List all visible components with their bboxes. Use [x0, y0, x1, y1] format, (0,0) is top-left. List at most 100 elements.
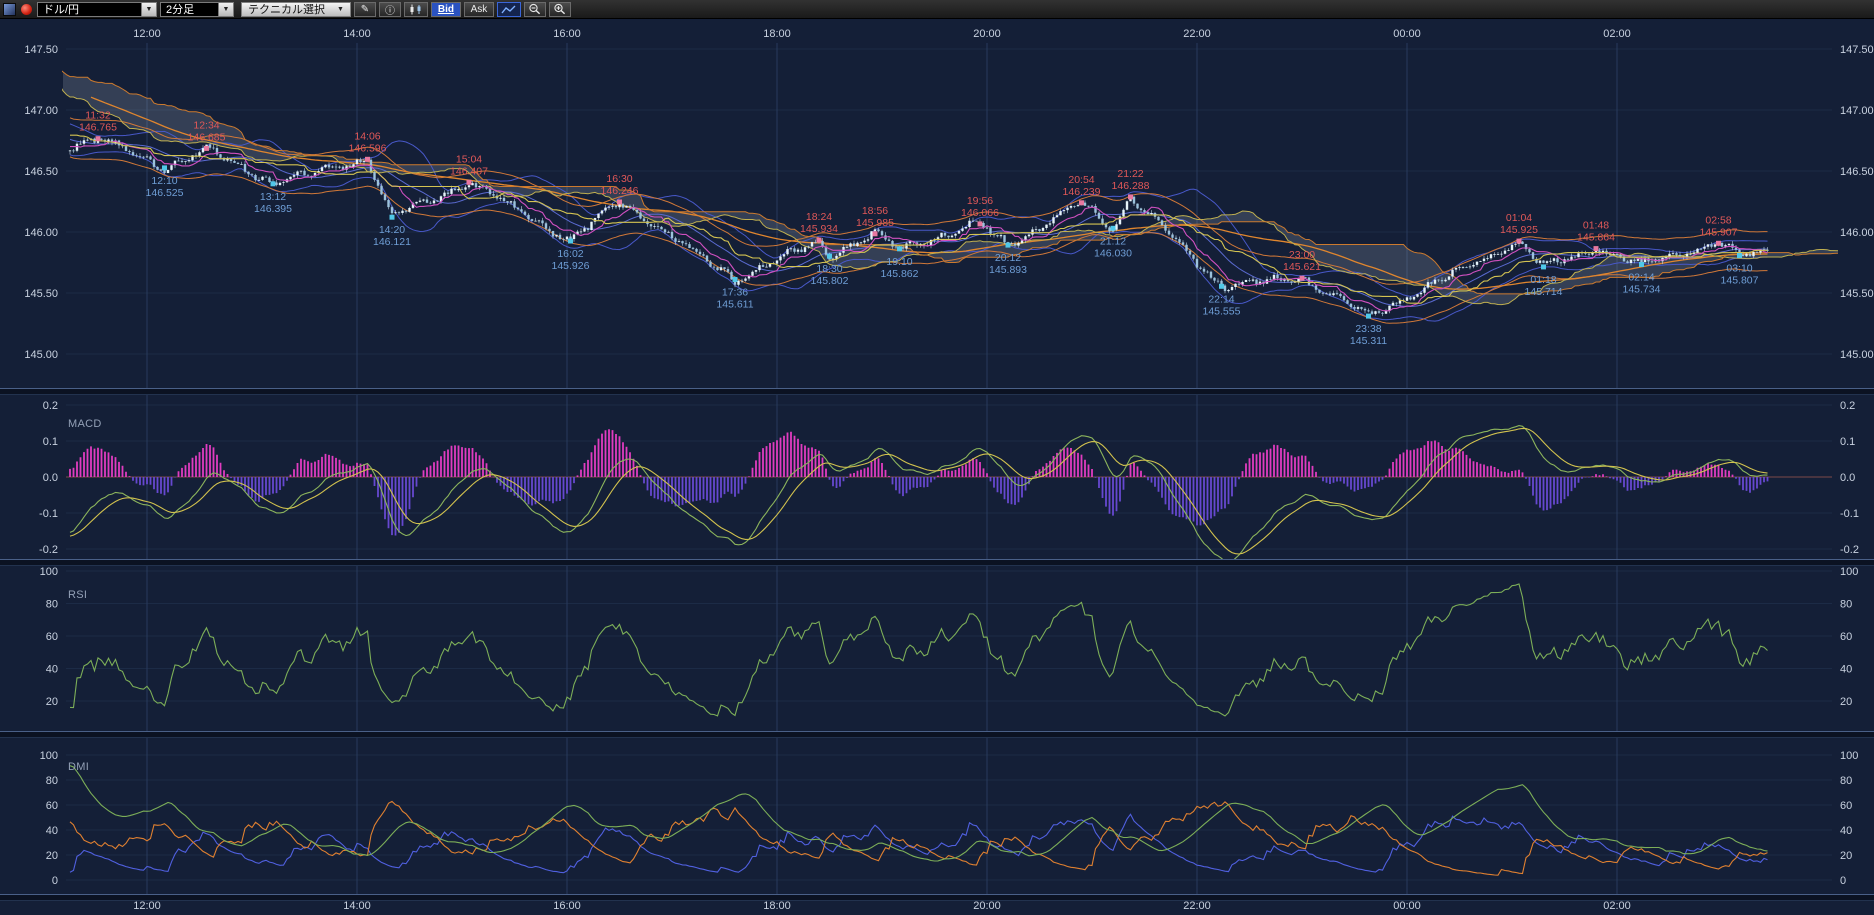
pivot-low-marker: [162, 165, 167, 171]
pivot-time-label: 12:10: [151, 175, 177, 187]
pivot-low-marker: [1639, 262, 1644, 267]
pivot-price-label: 145.926: [552, 260, 590, 272]
pivot-time-label: 15:04: [456, 153, 482, 165]
pair-dropdown-arrow-icon[interactable]: ▼: [141, 1, 157, 17]
grid-lines: [0, 43, 1874, 901]
time-axis-label-bottom: 18:00: [763, 900, 791, 912]
dmi-axis-label-right: 40: [1840, 825, 1852, 837]
ichimoku-cloud: [63, 71, 1838, 305]
dmi-axis-label-right: 80: [1840, 775, 1852, 787]
time-axis-label-top: 12:00: [133, 28, 161, 40]
dmi-axis-label-left: 40: [46, 825, 58, 837]
pivot-price-label: 146.596: [349, 142, 387, 154]
senkou-span-a-line: [62, 88, 1838, 306]
time-axis-label-bottom: 00:00: [1393, 900, 1421, 912]
pivot-time-label: 01:04: [1506, 212, 1532, 224]
pivot-price-label: 146.395: [254, 203, 292, 215]
macd-signal-line: [69, 427, 1768, 555]
line-chart-icon: [501, 5, 516, 13]
pencil-icon: ✎: [360, 3, 370, 15]
pivot-price-label: 145.985: [856, 217, 894, 229]
pivot-low-marker: [1541, 264, 1546, 270]
technical-select-label: テクニカル選択: [248, 4, 325, 16]
pivot-time-label: 14:06: [354, 130, 380, 142]
pivot-low-marker: [568, 238, 573, 244]
pivot-high-marker: [816, 237, 822, 243]
pair-value: ドル/円: [37, 1, 141, 17]
chart-canvas[interactable]: 12:00 12:00 14:00 14:00 16:00 16:00 18:00 18:00…: [0, 19, 1874, 915]
dmi-axis-label-right: 0: [1840, 875, 1846, 887]
pivot-low-marker: [827, 253, 832, 259]
timeframe-dropdown-arrow-icon[interactable]: ▼: [218, 1, 234, 17]
time-axis-label-top: 00:00: [1393, 28, 1421, 40]
dmi-axis-label-left: 60: [46, 800, 58, 812]
pivot-price-label: 145.714: [1525, 286, 1563, 298]
macd-axis-label-right: 0.0: [1840, 472, 1855, 484]
pivot-time-label: 22:14: [1208, 293, 1234, 305]
bid-toggle-button[interactable]: Bid: [430, 1, 461, 17]
pivot-high-marker: [1716, 240, 1721, 246]
time-axis-label-bottom: 20:00: [973, 900, 1001, 912]
pivot-low-marker: [389, 214, 395, 220]
zoom-out-button[interactable]: [523, 1, 546, 17]
pivot-time-label: 18:56: [862, 205, 888, 217]
rsi-panel-title: RSI: [68, 589, 88, 601]
pivot-high-marker: [1593, 246, 1599, 252]
info-button[interactable]: ⓘ: [378, 1, 401, 17]
pivot-price-label: 145.907: [1700, 226, 1738, 238]
dmi-axis-label-right: 100: [1840, 750, 1858, 762]
dmi-axis-label-left: 80: [46, 775, 58, 787]
envelope-upper-line: [69, 117, 1768, 285]
price-axis-label-right: 147.00: [1840, 105, 1874, 117]
candlestick-type-button[interactable]: [403, 1, 428, 17]
zoom-in-button[interactable]: [548, 1, 571, 17]
main-chart-series: [62, 70, 1838, 324]
rsi-axis-label-right: 20: [1840, 696, 1852, 708]
pivot-high-marker: [1128, 194, 1133, 200]
technical-select-button[interactable]: テクニカル選択 ▼: [241, 1, 351, 17]
pivot-price-label: 145.311: [1350, 335, 1387, 347]
macd-axis-label-right: 0.2: [1840, 400, 1855, 412]
pivot-high-marker: [617, 199, 622, 205]
draw-tool-button[interactable]: ✎: [353, 1, 376, 17]
ask-toggle-button[interactable]: Ask: [463, 1, 494, 17]
pivot-time-label: 14:20: [379, 224, 405, 236]
pivot-time-label: 16:02: [557, 248, 583, 260]
pivot-low-marker: [732, 277, 738, 282]
pivot-time-label: 01:48: [1583, 220, 1609, 232]
pivot-low-marker: [1219, 283, 1224, 289]
zoom-out-icon: [529, 3, 541, 15]
pivot-high-marker: [466, 179, 472, 185]
macd-line: [69, 425, 1768, 559]
pivot-price-label: 145.734: [1623, 283, 1661, 295]
rsi-axis-label-right: 60: [1840, 631, 1852, 643]
pivot-high-marker: [204, 145, 209, 151]
time-axis-label-top: 14:00: [343, 28, 371, 40]
price-axis-label-right: 145.50: [1840, 288, 1874, 300]
price-axis-label-right: 146.00: [1840, 227, 1874, 239]
dmi-axis-label-left: 0: [52, 875, 58, 887]
pivot-price-label: 146.685: [188, 131, 226, 143]
pair-select[interactable]: ドル/円 ▼: [37, 1, 157, 17]
timeframe-select[interactable]: 2分足 ▼: [160, 1, 234, 17]
dmi-series: [69, 765, 1768, 876]
time-axis-label-bottom: 02:00: [1603, 900, 1631, 912]
time-axis-label-top: 02:00: [1603, 28, 1631, 40]
pivot-time-label: 18:24: [806, 211, 832, 223]
line-chart-button[interactable]: [496, 1, 521, 17]
pivot-price-label: 146.246: [601, 185, 639, 197]
pivot-time-label: 23:38: [1355, 323, 1381, 335]
pivot-price-label: 146.239: [1063, 186, 1101, 198]
pivot-time-label: 23:00: [1289, 249, 1315, 261]
dmi-axis-label-right: 60: [1840, 800, 1852, 812]
rsi-axis-label-left: 100: [40, 566, 58, 578]
dmi-axis-label-left: 20: [46, 850, 58, 862]
pivot-price-label: 146.765: [79, 122, 117, 134]
info-icon: ⓘ: [384, 5, 395, 17]
pivot-low-marker: [1737, 253, 1742, 258]
pivot-time-label: 20:12: [995, 252, 1021, 264]
macd-series: [69, 425, 1769, 559]
rsi-axis-label-right: 80: [1840, 599, 1852, 611]
